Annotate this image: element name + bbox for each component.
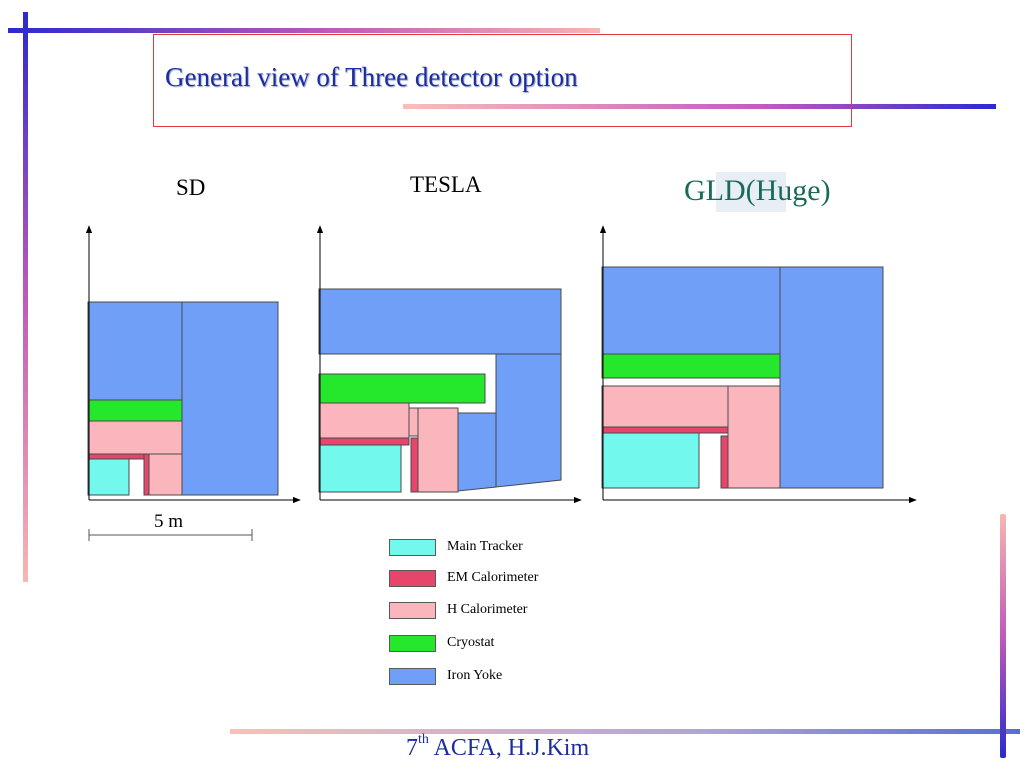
tesla-em-calorimeter-endcap — [410, 437, 419, 493]
gld-detector — [601, 266, 884, 489]
legend-label: EM Calorimeter — [447, 570, 539, 585]
gld-h-calorimeter-barrel — [601, 385, 729, 428]
legend-label: Iron Yoke — [447, 668, 503, 683]
legend-item-cryostat: Cryostat — [389, 633, 494, 653]
legend-swatch-main-tracker — [389, 538, 436, 556]
tesla-h-calorimeter-gap — [408, 407, 419, 437]
sd-iron-yoke-barrel — [87, 301, 183, 401]
gld-main-tracker — [601, 432, 700, 489]
tesla-cryostat — [318, 373, 486, 404]
legend-swatch-iron-yoke — [389, 667, 436, 685]
legend-label: Cryostat — [447, 635, 495, 650]
gld-title-highlight — [716, 172, 786, 212]
title-box — [153, 34, 852, 127]
gld-em-calorimeter-endcap — [720, 435, 729, 489]
gld-em-calorimeter-barrel — [601, 426, 729, 434]
tesla-h-calorimeter-barrel — [318, 402, 410, 439]
sd-em-calorimeter-endcap — [143, 453, 150, 496]
scale-bar — [88, 529, 253, 541]
footer-superscript: th — [418, 732, 429, 747]
legend-item-h-calorimeter: H Calorimeter — [389, 600, 527, 620]
legend-item-iron-yoke: Iron Yoke — [389, 666, 502, 686]
tesla-detector — [318, 288, 562, 493]
gld-iron-yoke-barrel — [601, 266, 781, 355]
scale-bar-label: 5 m — [154, 511, 184, 532]
legend-label: Main Tracker — [447, 539, 523, 554]
legend-swatch-em-calorimeter — [389, 569, 436, 587]
sd-h-calorimeter-endcap — [148, 453, 183, 496]
sd-h-calorimeter-barrel — [87, 420, 183, 455]
gld-cryostat — [601, 353, 781, 379]
sd-title: SD — [176, 175, 206, 200]
tesla-iron-yoke-endcap — [495, 353, 562, 488]
legend-swatch-h-calorimeter — [389, 601, 436, 619]
tesla-title: TESLA — [410, 172, 482, 197]
footer-number: 7 — [406, 735, 418, 761]
sd-detector — [87, 301, 279, 496]
sd-em-calorimeter-barrel — [87, 453, 149, 460]
footer-text: ACFA, H.J.Kim — [428, 735, 590, 761]
tesla-main-tracker — [318, 444, 402, 493]
footer: 7th ACFA, H.J.Kim — [406, 732, 590, 762]
legend-label: H Calorimeter — [447, 602, 528, 617]
legend-item-main-tracker: Main Tracker — [389, 537, 523, 557]
gld-h-calorimeter-endcap — [727, 385, 781, 489]
sd-iron-yoke-endcap — [181, 301, 279, 496]
tesla-em-calorimeter-barrel — [318, 437, 410, 446]
sd-cryostat — [87, 399, 183, 422]
tesla-iron-yoke-barrel — [318, 288, 562, 355]
gld-title: GLD(Huge) — [684, 174, 831, 207]
tesla-h-calorimeter-endcap — [417, 407, 459, 493]
legend-swatch-cryostat — [389, 634, 436, 652]
tesla-iron-yoke-inner — [457, 412, 497, 492]
legend-item-em-calorimeter: EM Calorimeter — [389, 568, 538, 588]
sd-main-tracker — [87, 458, 130, 496]
gld-iron-yoke-endcap — [779, 266, 884, 489]
page-title: General view of Three detector option — [165, 62, 578, 92]
